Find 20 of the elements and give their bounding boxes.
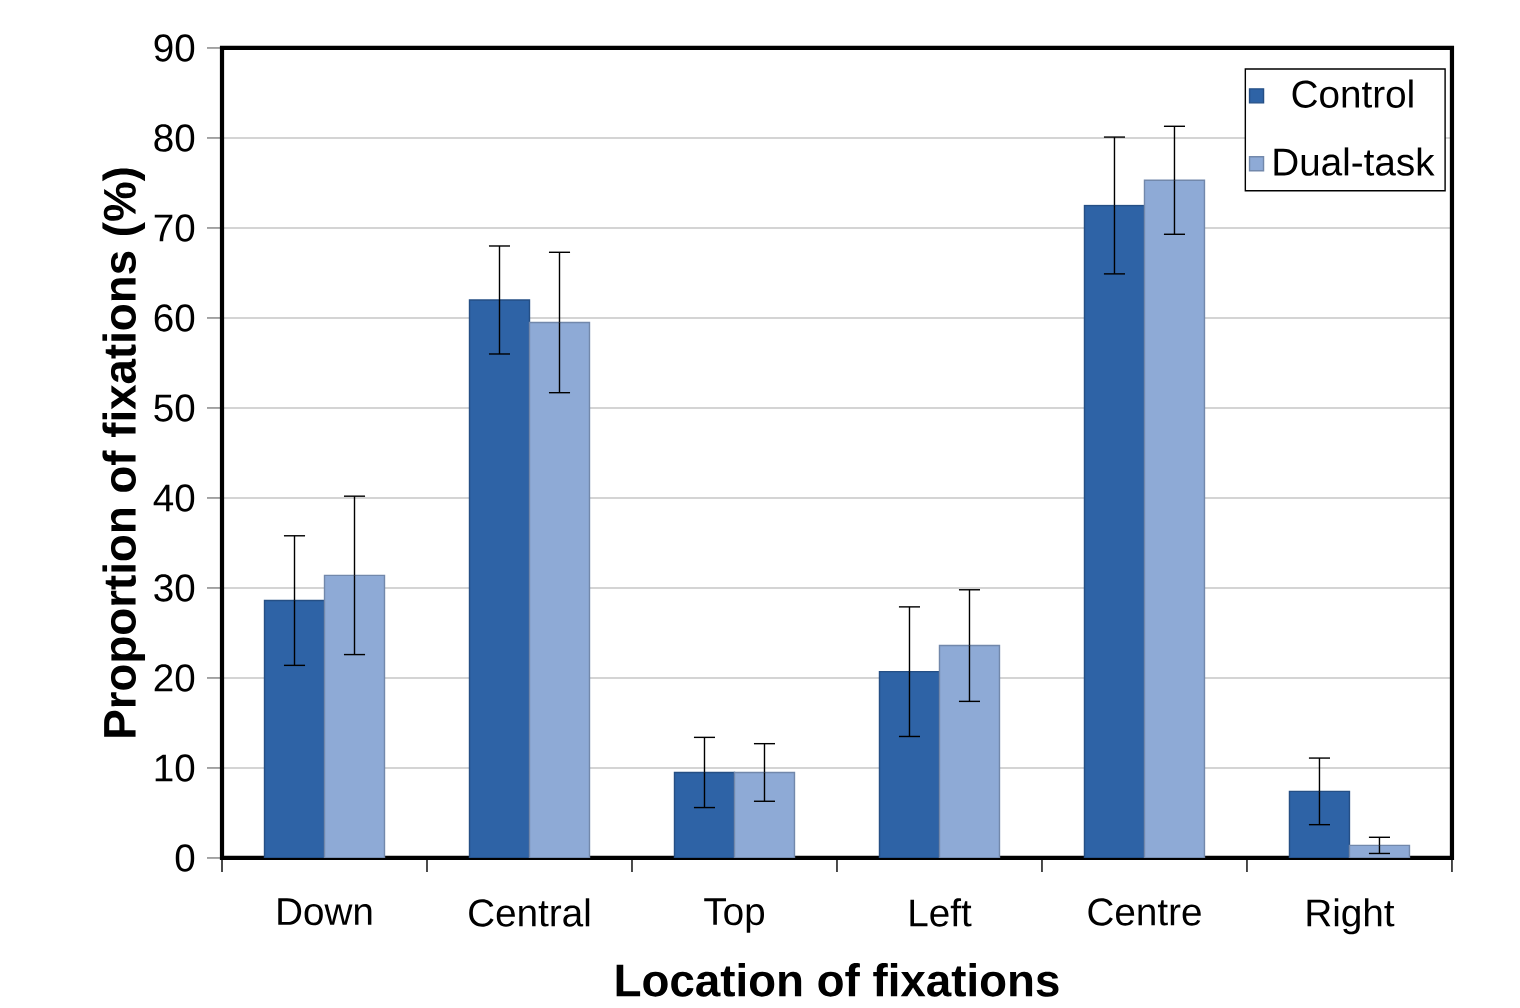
x-tick-label: Left (910, 898, 972, 927)
y-tick-label: 20 (154, 664, 195, 692)
x-tick-label: Right (1307, 898, 1395, 935)
y-tick-label: 10 (155, 754, 195, 782)
x-tick-label: Top (704, 898, 765, 933)
x-tick-label: Centre (1088, 898, 1201, 926)
x-tick-label: Central (469, 898, 590, 927)
y-tick-label: 80 (154, 124, 195, 152)
x-tick-label: Down (278, 898, 372, 926)
y-tick-label: 40 (153, 484, 195, 512)
y-axis-title: Proportion of fixations (%) (102, 168, 146, 737)
x-axis-title: Location of fixations (616, 963, 1059, 997)
y-tick-label: 90 (154, 34, 195, 62)
y-tick-label: 60 (154, 304, 195, 332)
legend-label: Dual-task (1274, 147, 1435, 176)
y-tick-label: 0 (175, 844, 195, 872)
y-tick-label: 50 (154, 394, 195, 422)
y-tick-label: 30 (154, 574, 195, 602)
y-tick-label: 70 (154, 214, 195, 242)
legend-label: Control (1292, 79, 1413, 108)
